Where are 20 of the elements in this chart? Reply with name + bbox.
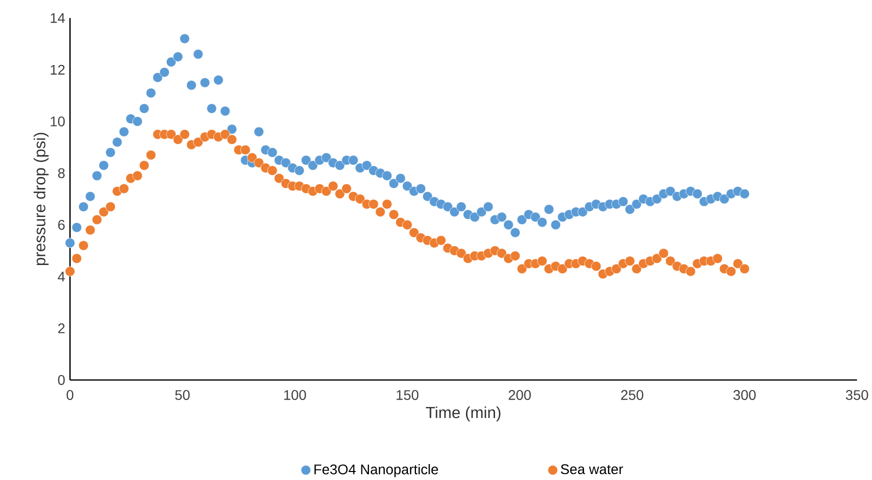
x-tick-label: 150	[396, 390, 418, 400]
x-tick-label: 0	[66, 390, 74, 400]
x-tick-label: 250	[621, 390, 644, 400]
y-tick-label: 4	[58, 272, 65, 282]
x-tick-label: 200	[508, 390, 531, 400]
legend-label: Fe3O4 Nanoparticle	[314, 464, 438, 478]
legend-label: Sea water	[560, 464, 624, 474]
y-tick-label: 8	[58, 168, 65, 178]
x-tick-label: 50	[175, 390, 190, 400]
y-tick-label: 14	[50, 13, 65, 23]
y-tick-label: 12	[50, 64, 65, 75]
y-tick-label: 6	[58, 220, 65, 230]
x-tick-label: 350	[846, 390, 868, 400]
x-axis-title: Time (min)	[426, 406, 500, 422]
y-tick-label: 2	[58, 323, 65, 334]
x-tick-label: 100	[284, 390, 306, 400]
x-tick-label: 300	[733, 390, 756, 400]
y-tick-label: 10	[50, 116, 65, 126]
y-tick-label: 0	[58, 375, 65, 385]
y-axis-title: pressure drop (psi)	[34, 132, 49, 266]
